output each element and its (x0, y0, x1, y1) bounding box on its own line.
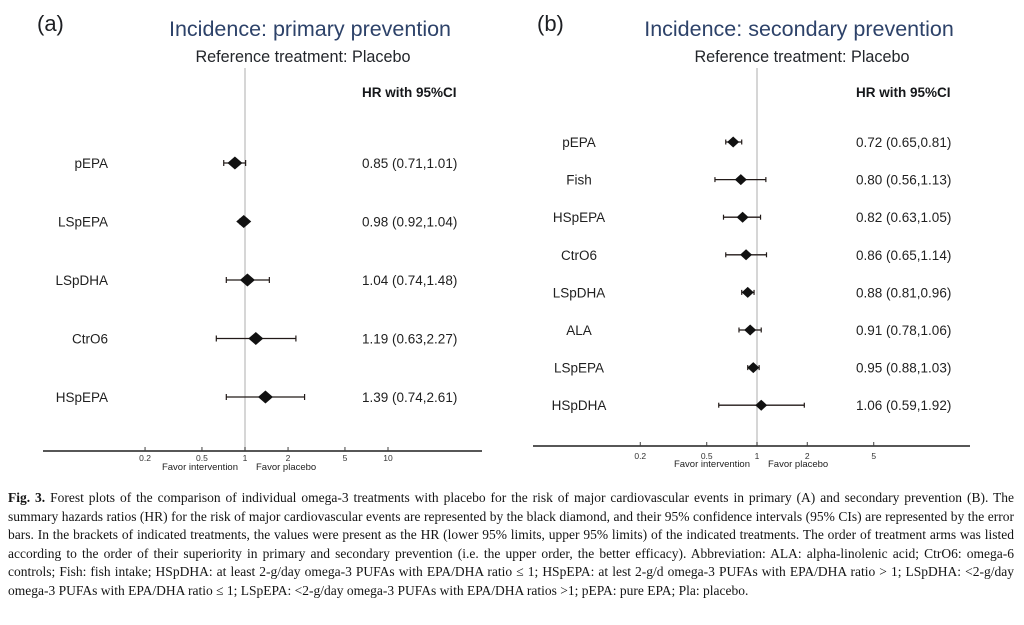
panel-a-plot-area: 0.2 0.5 1 2 5 10 Favor intervention Favor place… (43, 68, 482, 473)
treatment-label: LSpEPA (58, 215, 108, 230)
forest-row: LSpDHA 1.04 (0.74,1.48) (55, 273, 457, 288)
treatment-label: HSpEPA (56, 390, 108, 405)
caption-figure-number: Fig. 3. (8, 490, 46, 505)
forest-row: LSpDHA 0.88 (0.81,0.96) (553, 285, 952, 300)
hr-value: 1.04 (0.74,1.48) (362, 273, 457, 288)
panel-b-plot-area: 0.2 0.5 1 2 5 Favor intervention Favor placebo… (533, 68, 970, 470)
x-axis-tick-label: 10 (383, 453, 393, 463)
forest-plot-primary-prevention: (a) Incidence: primary prevention Refere… (37, 11, 482, 473)
hr-value: 0.86 (0.65,1.14) (856, 248, 951, 263)
forest-row: HSpEPA 0.82 (0.63,1.05) (553, 210, 951, 225)
panel-a-subtitle: Reference treatment: Placebo (195, 48, 410, 66)
forest-row: pEPA 0.85 (0.71,1.01) (74, 156, 457, 171)
favor-placebo-label: Favor placebo (768, 459, 828, 470)
hr-diamond-marker (740, 249, 753, 261)
x-axis-tick-label: 1 (755, 451, 760, 461)
favor-intervention-label: Favor intervention (162, 462, 238, 473)
treatment-label: LSpEPA (554, 361, 604, 376)
forest-plot-secondary-prevention: (b) Incidence: secondary prevention Refe… (533, 11, 970, 470)
hr-value: 0.88 (0.81,0.96) (856, 285, 951, 300)
hr-value: 1.19 (0.63,2.27) (362, 332, 457, 347)
x-axis-tick-label: 2 (805, 451, 810, 461)
hr-value: 0.82 (0.63,1.05) (856, 210, 951, 225)
x-axis-tick-label: 0.5 (701, 451, 713, 461)
treatment-label: HSpDHA (552, 398, 607, 413)
caption-text: Forest plots of the comparison of indivi… (8, 490, 1015, 598)
forest-row: HSpDHA 1.06 (0.59,1.92) (552, 398, 952, 413)
treatment-label: pEPA (74, 156, 108, 171)
hr-diamond-marker (239, 273, 255, 287)
treatment-label: CtrO6 (561, 248, 597, 263)
panel-b-subtitle: Reference treatment: Placebo (694, 48, 909, 66)
hr-diamond-marker (727, 136, 740, 148)
x-axis-tick-label: 5 (343, 453, 348, 463)
treatment-label: LSpDHA (553, 285, 606, 300)
hr-value: 0.91 (0.78,1.06) (856, 323, 951, 338)
forest-row: Fish 0.80 (0.56,1.13) (566, 173, 951, 188)
x-axis-tick-label: 1 (243, 453, 248, 463)
hr-value: 1.06 (0.59,1.92) (856, 398, 951, 413)
treatment-label: HSpEPA (553, 210, 605, 225)
hr-value: 0.72 (0.65,0.81) (856, 135, 951, 150)
favor-placebo-label: Favor placebo (256, 462, 316, 473)
favor-intervention-label: Favor intervention (674, 459, 750, 470)
forest-row: LSpEPA 0.95 (0.88,1.03) (554, 361, 951, 376)
hr-value: 0.80 (0.56,1.13) (856, 173, 951, 188)
treatment-label: ALA (566, 323, 592, 338)
treatment-label: LSpDHA (55, 273, 108, 288)
treatment-label: CtrO6 (72, 332, 108, 347)
hr-diamond-marker (741, 286, 754, 298)
panel-b-title: Incidence: secondary prevention (644, 17, 954, 41)
hr-diamond-marker (744, 324, 757, 336)
forest-row: LSpEPA 0.98 (0.92,1.04) (58, 215, 457, 230)
forest-row: ALA 0.91 (0.78,1.06) (566, 323, 951, 338)
hr-value: 0.85 (0.71,1.01) (362, 156, 457, 171)
hr-diamond-marker (227, 156, 243, 170)
hr-diamond-marker (257, 390, 273, 404)
treatment-label: pEPA (562, 135, 596, 150)
hr-diamond-marker (747, 362, 760, 374)
hr-value: 0.98 (0.92,1.04) (362, 215, 457, 230)
x-axis-tick-label: 0.5 (196, 453, 208, 463)
panel-b-hr-column-header: HR with 95%CI (856, 85, 951, 100)
treatment-label: Fish (566, 173, 592, 188)
hr-diamond-marker (736, 211, 749, 223)
hr-diamond-marker (734, 174, 747, 186)
forest-row: CtrO6 1.19 (0.63,2.27) (72, 332, 457, 347)
hr-diamond-marker (248, 332, 264, 345)
forest-row: CtrO6 0.86 (0.65,1.14) (561, 248, 951, 263)
x-axis-tick-label: 0.2 (634, 451, 646, 461)
x-axis-tick-label: 5 (871, 451, 876, 461)
panel-a-hr-column-header: HR with 95%CI (362, 85, 457, 100)
forest-row: HSpEPA 1.39 (0.74,2.61) (56, 390, 458, 405)
forest-row: pEPA 0.72 (0.65,0.81) (562, 135, 951, 150)
panel-a-title: Incidence: primary prevention (169, 17, 451, 41)
figure-caption: Fig. 3. Forest plots of the comparison o… (8, 489, 1014, 600)
hr-value: 1.39 (0.74,2.61) (362, 390, 457, 405)
hr-value: 0.95 (0.88,1.03) (856, 361, 951, 376)
hr-diamond-marker (236, 215, 252, 228)
x-axis-tick-label: 0.2 (139, 453, 151, 463)
x-axis-tick-label: 2 (286, 453, 291, 463)
hr-diamond-marker (755, 399, 768, 411)
panel-a-label: (a) (37, 11, 64, 36)
panel-b-label: (b) (537, 11, 564, 36)
